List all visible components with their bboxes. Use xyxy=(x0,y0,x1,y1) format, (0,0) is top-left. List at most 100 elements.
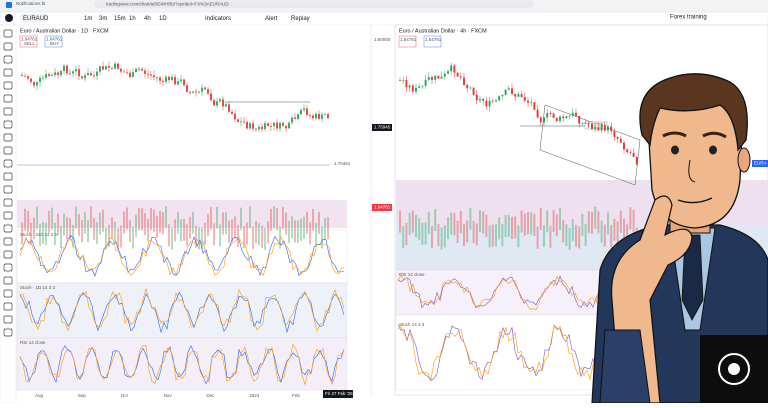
volume xyxy=(303,216,305,239)
tool-icon[interactable] xyxy=(3,289,13,298)
tool-icon[interactable] xyxy=(3,185,13,194)
tool-icon[interactable] xyxy=(3,68,13,77)
candle xyxy=(240,121,242,123)
candle xyxy=(156,77,158,79)
candle xyxy=(303,108,305,110)
tool-icon[interactable] xyxy=(3,198,13,207)
tool-icon[interactable] xyxy=(3,42,13,51)
interval-button[interactable]: 4h xyxy=(144,16,151,22)
volume xyxy=(153,209,155,232)
volume xyxy=(312,208,314,231)
avatar[interactable] xyxy=(5,14,13,22)
tool-icon[interactable] xyxy=(3,107,13,116)
candle xyxy=(231,111,233,114)
volume xyxy=(424,222,427,245)
candle xyxy=(402,80,405,81)
volume xyxy=(418,218,421,241)
volume xyxy=(456,220,459,243)
volume xyxy=(294,220,296,243)
tool-icon[interactable] xyxy=(3,315,13,324)
tool-icon[interactable] xyxy=(3,172,13,181)
interval-button[interactable]: 15m xyxy=(114,16,126,22)
tool-icon[interactable] xyxy=(3,120,13,129)
candle xyxy=(159,77,161,81)
candle xyxy=(135,68,137,73)
candle xyxy=(447,71,449,74)
tool-icon[interactable] xyxy=(3,133,13,142)
candle xyxy=(90,73,92,76)
candle xyxy=(282,122,284,126)
volume xyxy=(72,225,74,248)
tool-icon[interactable] xyxy=(3,211,13,220)
indicators-button[interactable]: Indicators xyxy=(205,16,231,22)
candle xyxy=(33,81,35,86)
volume xyxy=(177,211,179,234)
volume xyxy=(261,225,263,248)
tool-icon[interactable] xyxy=(3,224,13,233)
candle xyxy=(562,116,565,119)
oscillator-line xyxy=(397,274,600,311)
candle xyxy=(144,70,146,74)
volume xyxy=(258,223,260,246)
tool-icon[interactable] xyxy=(3,159,13,168)
candle xyxy=(453,65,456,73)
volume xyxy=(207,214,209,237)
candle xyxy=(54,72,56,76)
sell-button[interactable] xyxy=(19,35,38,48)
tool-icon[interactable] xyxy=(3,55,13,64)
url-field[interactable] xyxy=(94,0,534,9)
tool-icon[interactable] xyxy=(3,237,13,246)
interval-button[interactable]: 1m xyxy=(84,16,92,22)
symbol[interactable]: EURAUD xyxy=(23,16,49,22)
tool-icon[interactable] xyxy=(3,81,13,90)
candle xyxy=(108,65,110,68)
candle xyxy=(600,124,603,131)
volume xyxy=(93,217,95,240)
candle xyxy=(24,75,26,77)
volume xyxy=(466,220,469,243)
tool-icon[interactable] xyxy=(3,328,13,337)
interval-button[interactable]: 1h xyxy=(129,16,136,22)
volume xyxy=(114,221,116,244)
candle xyxy=(219,99,221,102)
volume xyxy=(300,218,302,241)
candle xyxy=(75,69,77,72)
tool-icon[interactable] xyxy=(3,29,13,38)
tool-icon[interactable] xyxy=(3,250,13,259)
volume xyxy=(568,227,571,250)
buy-button[interactable] xyxy=(423,35,442,48)
candle xyxy=(581,123,584,125)
candle xyxy=(533,102,536,110)
volume xyxy=(402,226,405,249)
candle xyxy=(192,91,194,93)
volume xyxy=(288,220,290,243)
tool-icon[interactable] xyxy=(3,276,13,285)
volume xyxy=(192,211,194,234)
volume xyxy=(619,210,622,233)
candle xyxy=(48,74,50,77)
tool-icon[interactable] xyxy=(3,302,13,311)
candle xyxy=(443,73,446,77)
decor xyxy=(19,61,638,386)
candle xyxy=(321,114,323,119)
interval-button[interactable]: 3m xyxy=(99,16,107,22)
candle xyxy=(511,88,513,94)
alert-button[interactable]: Alert xyxy=(265,16,278,22)
volume xyxy=(533,213,536,236)
tool-icon[interactable] xyxy=(3,94,13,103)
account[interactable]: Forex training xyxy=(670,15,707,21)
candle xyxy=(96,71,98,76)
candle xyxy=(571,112,574,116)
candle xyxy=(450,65,453,72)
sell-button[interactable] xyxy=(398,35,417,48)
symbol-box[interactable] xyxy=(20,13,48,23)
candle xyxy=(603,124,606,131)
volume xyxy=(75,206,77,229)
replay-button[interactable]: Replay xyxy=(291,16,310,22)
left-shade xyxy=(17,200,347,228)
tool-icon[interactable] xyxy=(3,146,13,155)
tool-icon[interactable] xyxy=(3,263,13,272)
buy-button[interactable] xyxy=(44,35,63,48)
interval-button[interactable]: 1D xyxy=(159,16,167,22)
volume xyxy=(546,210,549,233)
